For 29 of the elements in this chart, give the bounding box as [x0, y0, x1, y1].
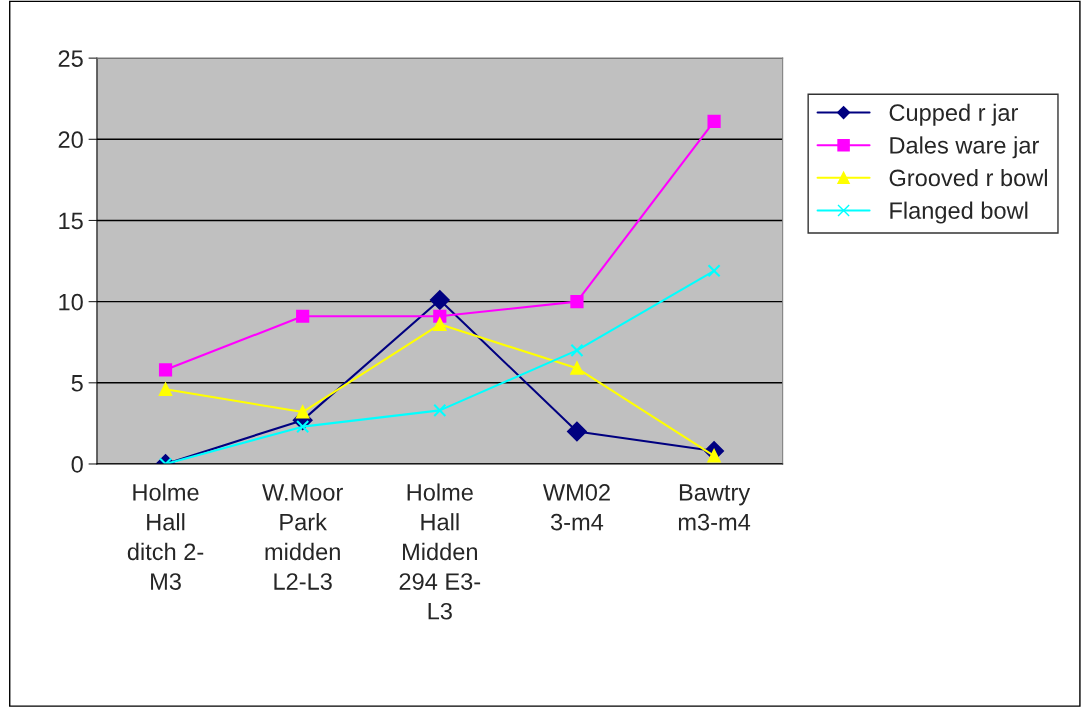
legend-label: Cupped r jar [889, 103, 1018, 126]
x-tick-label: W.Moor Park midden L2-L3 [262, 484, 343, 590]
point [296, 309, 310, 323]
legend-label: Dales ware jar [890, 136, 1039, 159]
x-tick-label: WM02 3-m4 [542, 484, 610, 531]
point [570, 295, 584, 309]
point [296, 405, 310, 419]
point [707, 114, 721, 129]
legend-label: Flanged bowl [890, 201, 1028, 224]
y-tick-label: 0 [71, 456, 83, 473]
y-tick-label: 5 [71, 375, 83, 392]
point [707, 264, 721, 278]
point [158, 363, 173, 377]
point [567, 421, 587, 442]
y-tick-label: 25 [58, 50, 83, 67]
point [570, 343, 584, 357]
point [707, 449, 721, 463]
point [433, 317, 447, 331]
point [158, 382, 173, 396]
x-tick-label: Bawtry m3-m4 [678, 484, 751, 531]
point [433, 403, 447, 417]
point [429, 290, 450, 310]
x-tick-label: Holme Hall ditch 2- M3 [127, 483, 204, 590]
y-tick-label: 10 [59, 293, 83, 311]
y-tick-label: 20 [58, 131, 83, 149]
legend-label: Grooved r bowl [889, 168, 1047, 187]
x-tick-label: Holme Hall Midden 294 E3- L3 [399, 483, 481, 620]
point [570, 361, 584, 375]
y-tick-label: 15 [59, 212, 83, 230]
